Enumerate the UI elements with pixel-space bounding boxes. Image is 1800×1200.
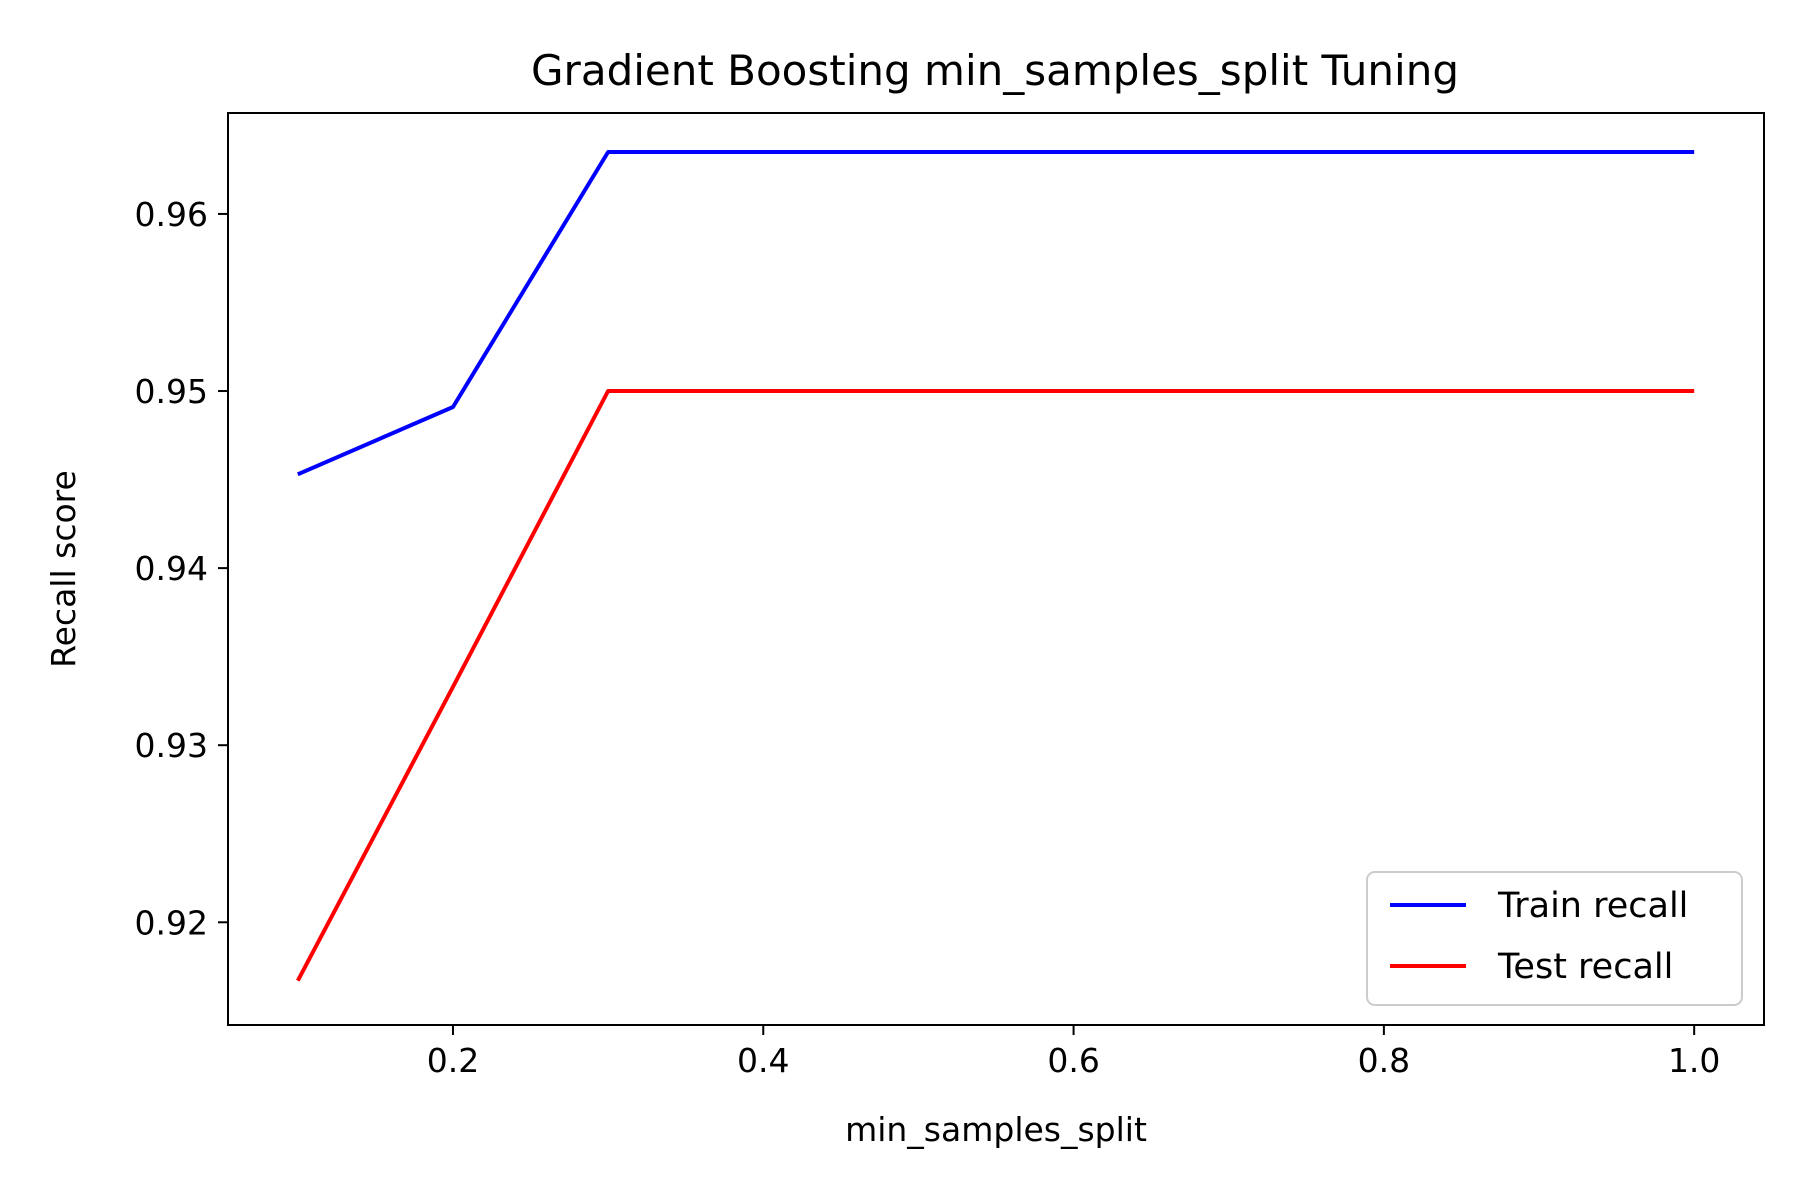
y-tick-label: 0.92 bbox=[135, 903, 208, 942]
x-axis-ticks: 0.2 0.4 0.6 0.8 1.0 bbox=[427, 1025, 1720, 1080]
series-lines bbox=[296, 150, 1695, 982]
legend-label: Train recall bbox=[1497, 886, 1688, 926]
x-tick-label: 1.0 bbox=[1668, 1041, 1720, 1080]
x-tick-label: 0.8 bbox=[1358, 1041, 1410, 1080]
chart-title: Gradient Boosting min_samples_split Tuni… bbox=[531, 46, 1459, 95]
series-line-train-recall bbox=[297, 150, 1695, 477]
y-axis-label: Recall score bbox=[44, 470, 83, 668]
series-line-test-recall bbox=[296, 389, 1695, 982]
legend-entries: Train recall Test recall bbox=[1390, 886, 1688, 987]
y-axis-ticks: 0.92 0.93 0.94 0.95 0.96 bbox=[135, 195, 228, 942]
legend: Train recall Test recall bbox=[1366, 871, 1743, 1006]
x-tick-label: 0.6 bbox=[1047, 1041, 1099, 1080]
y-tick-label: 0.94 bbox=[135, 549, 208, 588]
y-tick-label: 0.96 bbox=[135, 195, 208, 234]
x-tick-label: 0.4 bbox=[737, 1041, 789, 1080]
legend-label: Test recall bbox=[1497, 947, 1673, 987]
x-axis-label: min_samples_split bbox=[845, 1110, 1147, 1149]
x-tick-label: 0.2 bbox=[427, 1041, 479, 1080]
y-tick-label: 0.95 bbox=[135, 372, 208, 411]
plot-area-frame bbox=[227, 112, 1765, 1026]
y-tick-label: 0.93 bbox=[135, 726, 208, 765]
